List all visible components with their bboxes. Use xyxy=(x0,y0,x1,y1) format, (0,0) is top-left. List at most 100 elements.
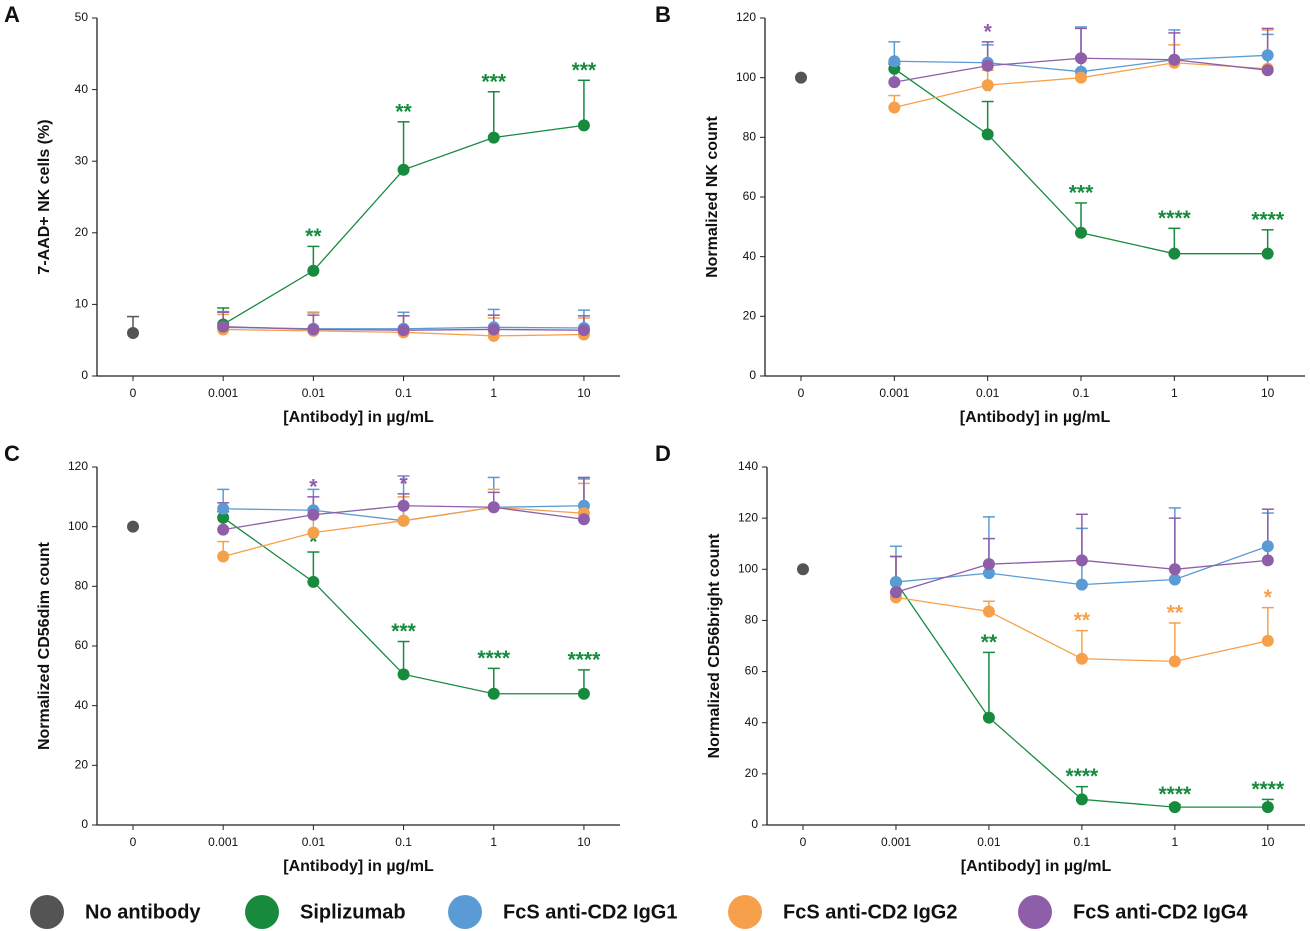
data-point xyxy=(1261,554,1274,567)
significance: **** xyxy=(477,647,511,670)
data-point xyxy=(397,668,410,681)
data-point xyxy=(217,502,230,515)
data-point xyxy=(217,550,230,563)
y-tick-label: 40 xyxy=(75,82,89,96)
y-tick-label: 10 xyxy=(75,297,89,311)
y-tick-label: 120 xyxy=(736,10,756,24)
data-point xyxy=(577,119,590,132)
data-point xyxy=(1261,540,1274,553)
data-point xyxy=(487,501,500,514)
data-point xyxy=(1075,578,1088,591)
y-tick-label: 50 xyxy=(75,10,89,24)
significance: **** xyxy=(1158,207,1192,230)
x-tick-label: 1 xyxy=(1172,835,1179,849)
legend-label: No antibody xyxy=(85,901,201,923)
significance: **** xyxy=(1251,778,1285,801)
x-tick-label: 0.1 xyxy=(1073,386,1090,400)
data-point xyxy=(1168,53,1181,66)
y-tick-label: 100 xyxy=(736,70,756,84)
y-tick-label: 20 xyxy=(745,766,759,780)
x-tick-label: 0.1 xyxy=(395,386,412,400)
data-point xyxy=(1168,655,1181,668)
legend-swatch xyxy=(245,895,279,929)
data-point xyxy=(487,323,500,336)
legend-label: FcS anti-CD2 IgG2 xyxy=(783,901,957,923)
data-point xyxy=(577,513,590,526)
panel-label: D xyxy=(655,441,671,466)
x-tick-label: 0.01 xyxy=(302,835,326,849)
y-tick-label: 20 xyxy=(75,225,89,239)
data-point xyxy=(1261,49,1274,62)
data-point xyxy=(217,511,230,524)
x-tick-label: 0 xyxy=(130,386,137,400)
x-tick-label: 0 xyxy=(130,835,137,849)
data-point xyxy=(1168,563,1181,576)
significance: ** xyxy=(1167,602,1184,625)
y-tick-label: 30 xyxy=(75,153,89,167)
significance: **** xyxy=(568,648,602,671)
x-axis-label: [Antibody] in µg/mL xyxy=(961,858,1112,875)
data-point xyxy=(982,567,995,580)
data-point xyxy=(1168,247,1181,260)
data-point xyxy=(307,264,320,277)
y-tick-label: 40 xyxy=(745,715,759,729)
data-point xyxy=(888,101,901,114)
x-tick-label: 0.01 xyxy=(977,835,1001,849)
panel-label: C xyxy=(4,441,20,466)
data-point xyxy=(1075,652,1088,665)
data-point xyxy=(982,558,995,571)
data-point xyxy=(982,711,995,724)
y-tick-label: 80 xyxy=(743,130,757,144)
data-point xyxy=(1075,554,1088,567)
legend-swatch xyxy=(728,895,762,929)
y-tick-label: 60 xyxy=(743,189,757,203)
significance: *** xyxy=(1069,182,1094,205)
y-tick-label: 120 xyxy=(68,459,88,473)
significance: ** xyxy=(1074,609,1091,632)
significance: *** xyxy=(481,70,506,93)
x-tick-label: 0.01 xyxy=(302,386,326,400)
legend-label: FcS anti-CD2 IgG1 xyxy=(503,901,677,923)
data-point xyxy=(397,163,410,176)
data-point xyxy=(1261,634,1274,647)
significance: * xyxy=(399,472,408,495)
data-point xyxy=(307,323,320,336)
significance: ** xyxy=(981,631,998,654)
data-point xyxy=(1075,793,1088,806)
data-point xyxy=(1261,247,1274,260)
x-tick-label: 0.001 xyxy=(881,835,911,849)
data-point xyxy=(397,324,410,337)
y-axis-label: Normalized CD56bright count xyxy=(706,533,723,759)
y-tick-label: 0 xyxy=(81,368,88,382)
data-point xyxy=(217,523,230,536)
legend-label: FcS anti-CD2 IgG4 xyxy=(1073,901,1248,923)
data-point xyxy=(127,520,139,533)
y-tick-label: 20 xyxy=(75,758,89,772)
significance: **** xyxy=(1251,208,1285,231)
panel: B 0 20 40 60 80 100 120 0 0.001 0.01 0.1 1 10 Normaliz… xyxy=(655,2,1305,426)
legend-swatch xyxy=(1018,895,1052,929)
panel: A 0 10 20 30 40 50 0 0.001 0.01 0.1 1 10 7-AAD+ NK ce… xyxy=(4,2,620,426)
data-point xyxy=(1168,801,1181,814)
x-tick-label: 1 xyxy=(490,835,497,849)
data-point xyxy=(982,605,995,618)
legend-label: Siplizumab xyxy=(300,901,406,923)
y-axis-label: Normalized NK count xyxy=(704,115,721,277)
panel: D 0 20 40 60 80 100 120 140 0 0.001 0.01 0.1 1 10 Norma… xyxy=(655,441,1305,875)
x-tick-label: 0.1 xyxy=(395,835,412,849)
legend-swatch xyxy=(448,895,482,929)
x-tick-label: 0.01 xyxy=(976,386,1000,400)
y-tick-label: 40 xyxy=(75,698,89,712)
data-point xyxy=(1261,801,1274,814)
panel-label: A xyxy=(4,2,20,27)
significance: * xyxy=(309,531,318,554)
data-point xyxy=(397,514,410,527)
x-tick-label: 1 xyxy=(1171,386,1178,400)
y-tick-label: 100 xyxy=(68,519,88,533)
data-point xyxy=(888,55,901,68)
data-point xyxy=(577,687,590,700)
data-point xyxy=(1075,226,1087,239)
data-point xyxy=(981,79,994,92)
y-tick-label: 20 xyxy=(743,309,757,323)
